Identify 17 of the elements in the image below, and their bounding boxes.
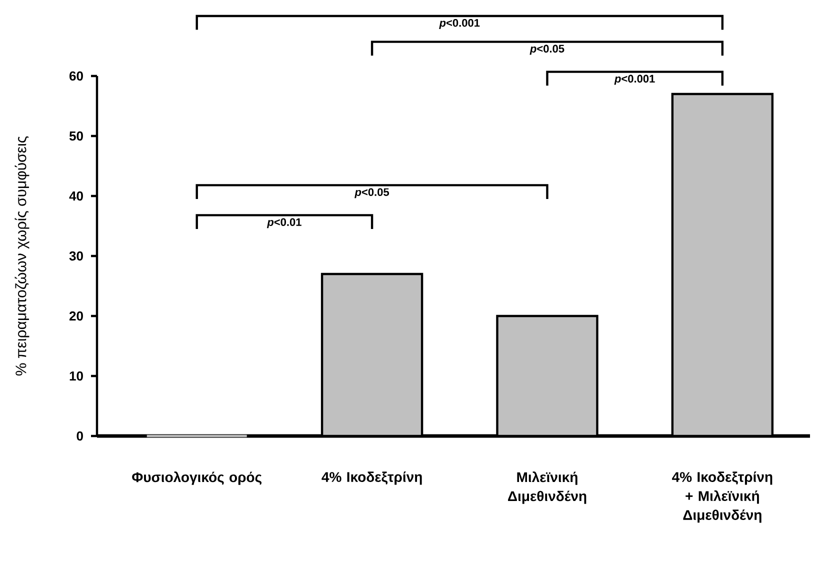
x-tick-label: 4% Ικοδεξτρίνη + Μιλεϊνική Διμεθινδένη — [672, 472, 772, 523]
annotation: p<0.01 — [266, 218, 302, 228]
x-tick-label: 4% Ικοδεξτρίνη — [322, 472, 422, 485]
text: p<0.05 — [530, 44, 564, 55]
y-tick-label: 50 — [69, 131, 83, 141]
y-tick-label: 40 — [69, 191, 83, 201]
annotation: p<0.05 — [354, 188, 390, 198]
y-axis-title: % πειραματοζώων χωρίς συμφύσεις — [14, 136, 30, 376]
y-tick-label: 60 — [69, 71, 83, 81]
text: p<0.001 — [439, 18, 480, 29]
x-tick-label: Μιλεϊνική Διμεθινδένη — [508, 472, 586, 504]
y-tick-label: 30 — [69, 251, 83, 261]
x-tick-label: Φυσιολογικός ορός — [132, 472, 262, 485]
y-tick-label: 10 — [70, 371, 83, 381]
y-tick-label: 20 — [69, 311, 83, 321]
annotation: p<0.001 — [614, 74, 655, 85]
y-tick-label: 0 — [76, 431, 83, 441]
